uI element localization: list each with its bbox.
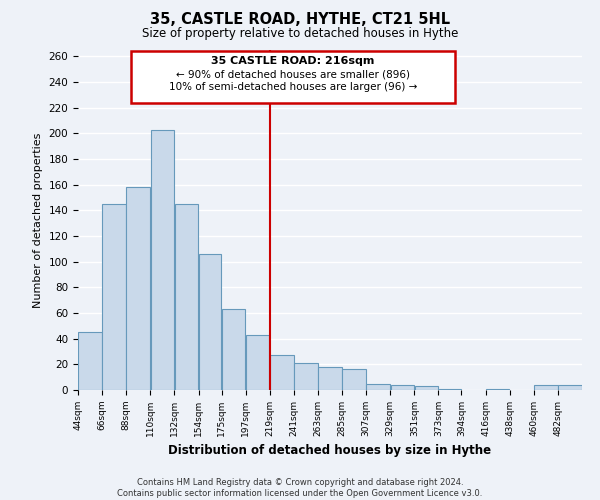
Text: 10% of semi-detached houses are larger (96) →: 10% of semi-detached houses are larger (… xyxy=(169,82,417,92)
Text: ← 90% of detached houses are smaller (896): ← 90% of detached houses are smaller (89… xyxy=(176,69,410,79)
Bar xyxy=(367,384,390,390)
Bar xyxy=(391,385,414,390)
Y-axis label: Number of detached properties: Number of detached properties xyxy=(33,132,43,308)
Bar xyxy=(270,356,293,390)
Bar xyxy=(151,130,174,390)
Bar xyxy=(78,332,102,390)
X-axis label: Distribution of detached houses by size in Hythe: Distribution of detached houses by size … xyxy=(169,444,491,458)
Bar xyxy=(175,204,198,390)
FancyBboxPatch shape xyxy=(131,52,455,102)
Bar xyxy=(486,388,509,390)
Bar xyxy=(127,188,150,390)
Text: Size of property relative to detached houses in Hythe: Size of property relative to detached ho… xyxy=(142,28,458,40)
Bar xyxy=(199,254,221,390)
Bar xyxy=(222,309,245,390)
Text: 35, CASTLE ROAD, HYTHE, CT21 5HL: 35, CASTLE ROAD, HYTHE, CT21 5HL xyxy=(150,12,450,28)
Bar xyxy=(246,335,269,390)
Bar xyxy=(294,363,317,390)
Bar xyxy=(558,385,582,390)
Text: Contains HM Land Registry data © Crown copyright and database right 2024.
Contai: Contains HM Land Registry data © Crown c… xyxy=(118,478,482,498)
Bar xyxy=(343,370,366,390)
Bar xyxy=(534,385,557,390)
Bar xyxy=(318,367,342,390)
Text: 35 CASTLE ROAD: 216sqm: 35 CASTLE ROAD: 216sqm xyxy=(211,56,374,66)
Bar xyxy=(415,386,438,390)
Bar xyxy=(103,204,126,390)
Bar xyxy=(439,388,461,390)
